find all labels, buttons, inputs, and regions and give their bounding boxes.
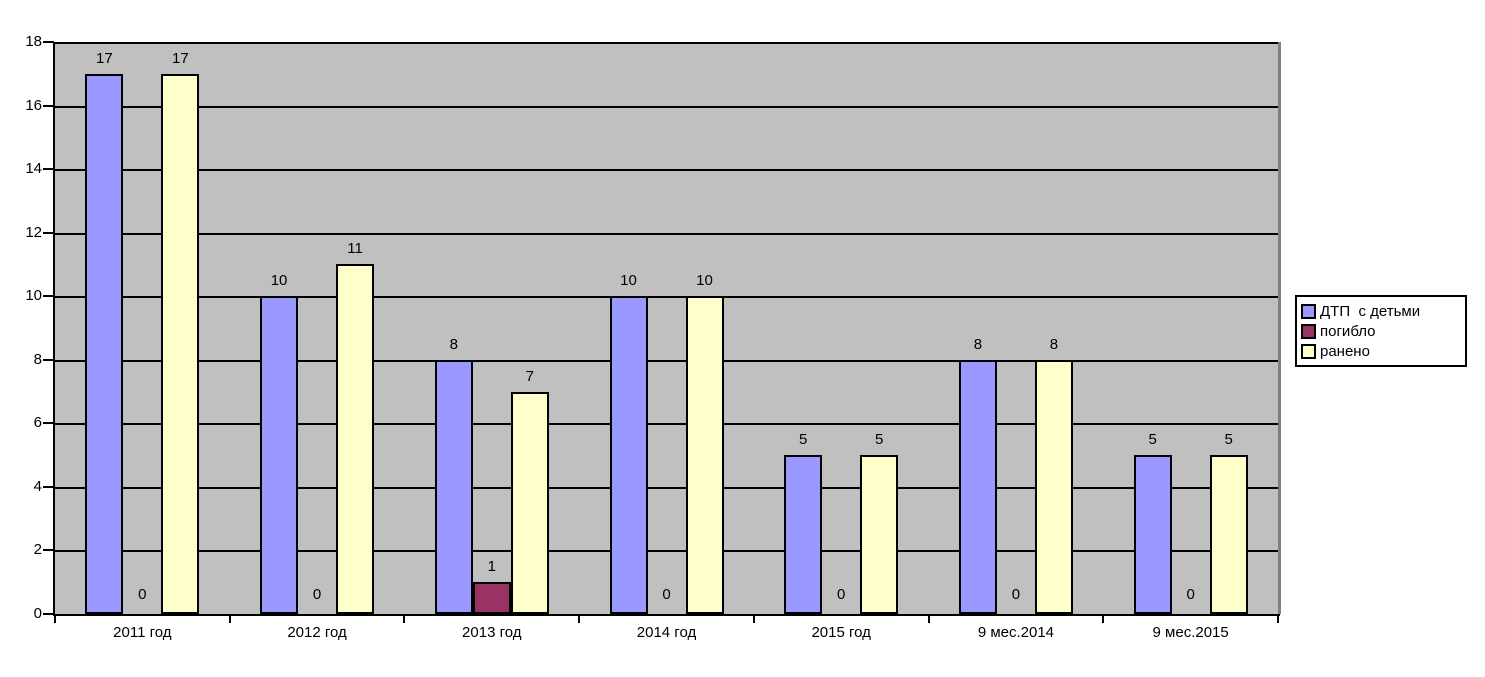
x-axis-tick-5 [927,616,930,623]
gridline-18 [55,42,1278,44]
value-label-0-3: 10 [620,272,637,290]
x-axis-label-6: 9 мес.2015 [1152,624,1229,641]
value-label-2-5: 8 [1049,335,1059,353]
gridline-16 [55,105,1278,108]
gridline-14 [55,169,1278,172]
legend-label-dtp: ДТП с детьми [1320,302,1421,320]
y-axis-line [53,42,55,616]
x-axis-label-0: 2011 год [113,624,172,641]
value-label-0-1: 10 [270,272,288,290]
y-axis-tick-16 [43,104,54,107]
value-label-2-6: 5 [1224,431,1233,449]
bar-2-3 [685,296,724,614]
gridline-12 [55,232,1278,235]
gridline-8 [55,359,1278,362]
legend-item-dtp: ДТП с детьми [1301,301,1461,321]
legend-label-pogiblo: погибло [1320,322,1376,340]
bar-0-3 [609,296,648,614]
y-axis-label-4: 4 [33,477,42,495]
bar-0-4 [784,455,823,614]
value-label-2-1: 11 [347,240,363,258]
y-axis-tick-12 [43,231,54,234]
bar-2-1 [336,264,375,614]
x-axis-label-3: 2014 год [636,624,697,641]
value-label-1-1: 0 [312,586,322,603]
x-axis-tick-7 [1277,616,1279,623]
y-axis-tick-4 [43,485,54,488]
y-axis-tick-6 [43,422,54,425]
value-label-2-2: 7 [525,367,534,385]
x-axis-tick-6 [1102,616,1105,623]
y-axis-label-18: 18 [25,33,42,50]
legend: ДТП с детьми погибло ранено [1295,295,1467,367]
y-axis-tick-10 [43,295,54,298]
gridline-4 [55,486,1278,489]
y-axis-label-2: 2 [33,541,42,559]
x-axis-label-1: 2012 год [287,624,347,641]
value-label-1-2: 1 [487,558,496,576]
value-label-0-0: 17 [96,49,113,67]
y-axis-tick-2 [43,549,54,552]
value-label-0-6: 5 [1148,431,1157,449]
bar-1-2 [472,582,511,614]
y-axis-tick-8 [43,358,54,361]
x-axis-tick-1 [228,616,231,623]
bar-0-1 [260,296,299,614]
value-label-2-0: 17 [172,49,189,67]
x-axis-tick-0 [54,616,56,623]
legend-swatch-raneno [1301,343,1316,359]
x-axis-line [53,614,1280,616]
y-axis-label-6: 6 [33,414,42,432]
value-label-1-4: 0 [837,586,846,603]
value-label-2-4: 5 [875,431,884,449]
legend-swatch-pogiblo [1301,323,1316,339]
bar-0-5 [958,359,997,614]
y-axis-label-12: 12 [25,223,42,241]
bar-2-6 [1209,455,1248,614]
gridline-2 [55,550,1278,553]
plot-area: 17 10 8 10 5 8 5 0 0 1 0 0 0 0 17 11 7 10 5 8 5 [55,42,1281,614]
bar-2-5 [1034,359,1073,614]
value-label-0-5: 8 [973,335,983,353]
y-axis-label-16: 16 [25,96,42,114]
y-axis-tick-14 [43,168,54,171]
bar-2-2 [510,391,549,614]
gridline-6 [55,423,1278,426]
bar-0-0 [85,73,124,614]
x-axis-label-5: 9 мес.2014 [977,624,1055,641]
y-axis-label-0: 0 [33,605,42,622]
x-axis-tick-3 [578,616,581,623]
bar-0-2 [434,359,473,614]
legend-item-raneno: ранено [1301,341,1461,361]
bar-2-4 [860,455,899,614]
y-axis-label-14: 14 [25,160,42,178]
bar-2-0 [161,73,200,614]
gridline-10 [55,296,1278,299]
value-label-1-6: 0 [1186,586,1195,603]
legend-label-raneno: ранено [1320,342,1370,360]
value-label-2-3: 10 [696,272,713,290]
value-label-1-0: 0 [138,586,147,603]
value-label-1-3: 0 [662,586,671,603]
value-label-1-5: 0 [1011,586,1021,603]
y-axis-label-10: 10 [25,287,42,305]
legend-item-pogiblo: погибло [1301,321,1461,341]
x-axis-label-2: 2013 год [462,624,522,641]
value-label-0-2: 8 [449,335,458,353]
y-axis-tick-18 [43,41,54,43]
y-axis-label-8: 8 [33,350,42,368]
x-axis-tick-2 [403,616,406,623]
bar-0-6 [1133,455,1172,614]
value-label-0-4: 5 [799,431,808,449]
x-axis-label-4: 2015 год [811,624,871,641]
x-axis-tick-4 [752,616,755,623]
legend-swatch-dtp [1301,303,1316,319]
y-axis-tick-0 [43,613,54,615]
